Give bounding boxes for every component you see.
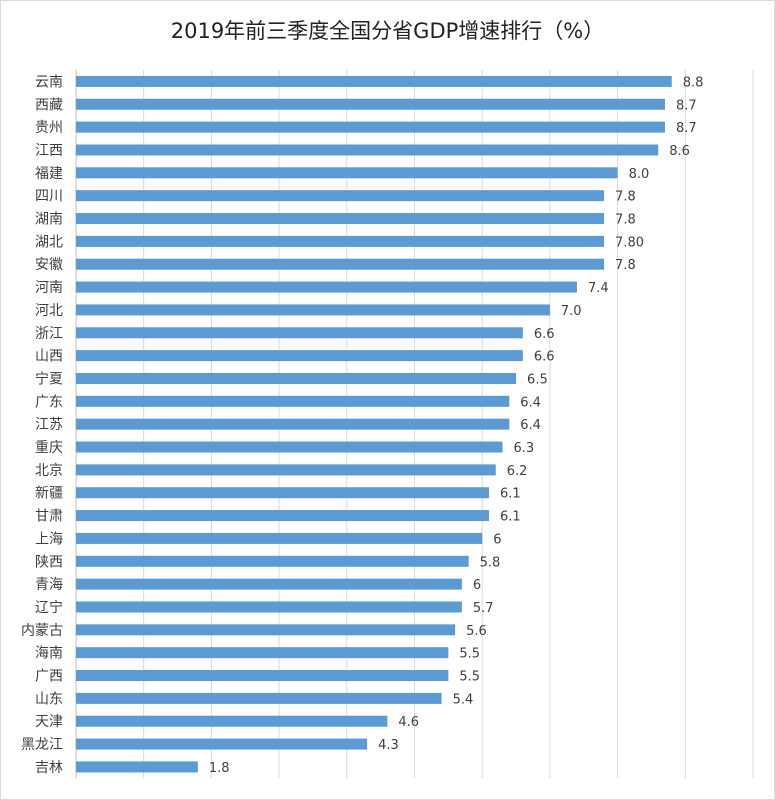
category-label: 新疆	[35, 486, 63, 502]
data-label: 6.6	[534, 350, 555, 365]
bar	[76, 144, 659, 156]
bar	[76, 555, 469, 567]
category-label: 山东	[35, 691, 63, 707]
data-label: 5.5	[459, 647, 480, 662]
data-label: 6.5	[527, 372, 548, 387]
bar	[76, 327, 523, 339]
bar	[76, 738, 368, 750]
bar	[76, 487, 489, 499]
category-label: 西藏	[35, 97, 63, 113]
bar	[76, 670, 449, 682]
bar	[76, 304, 550, 316]
category-label: 海南	[35, 646, 63, 662]
data-label: 6	[493, 532, 501, 547]
bar	[76, 624, 456, 636]
data-label: 5.6	[466, 624, 487, 639]
data-label: 8.7	[676, 98, 697, 113]
data-label: 7.8	[615, 213, 636, 228]
bar	[76, 258, 605, 270]
category-label: 青海	[35, 577, 63, 593]
data-label: 6.6	[534, 327, 555, 342]
bar	[76, 715, 388, 727]
data-label: 7.8	[615, 190, 636, 205]
bar	[76, 532, 483, 544]
data-label: 7.0	[561, 304, 582, 319]
data-label: 6	[473, 578, 481, 593]
bar	[76, 75, 672, 87]
category-label: 云南	[35, 74, 63, 90]
data-label: 8.7	[676, 121, 697, 136]
bar	[76, 692, 442, 704]
category-label: 浙江	[35, 326, 63, 342]
bar	[76, 761, 198, 773]
bar	[76, 121, 665, 133]
category-label: 内蒙古	[21, 623, 63, 639]
category-label: 河南	[35, 280, 63, 296]
data-label: 6.4	[520, 395, 541, 410]
bar	[76, 167, 618, 179]
bar	[76, 98, 665, 110]
bar	[76, 372, 517, 384]
category-label: 黑龙江	[21, 737, 63, 753]
category-label: 上海	[35, 531, 63, 547]
bars: 云南 8.8 西藏 8.7 贵州 8.7 江西 8.6 福建 8.0 四川 7.8 湖南 7.8 湖北 7.8…	[21, 74, 704, 776]
data-label: 6.2	[507, 464, 528, 479]
category-label: 贵州	[35, 120, 63, 136]
bar	[76, 281, 577, 293]
data-label: 7.4	[588, 281, 609, 296]
category-label: 北京	[35, 463, 63, 479]
bar	[76, 235, 605, 247]
data-label: 4.6	[398, 715, 419, 730]
data-label: 7.8	[615, 258, 636, 273]
data-label: 8.8	[683, 75, 704, 90]
data-label: 5.4	[453, 692, 474, 707]
category-label: 广西	[35, 669, 63, 685]
data-label: 5.8	[480, 555, 501, 570]
category-label: 湖北	[35, 234, 63, 250]
bar	[76, 441, 503, 453]
bar	[76, 578, 462, 590]
data-label: 7.80	[615, 235, 644, 250]
bar	[76, 601, 462, 613]
category-label: 江苏	[35, 417, 63, 433]
data-label: 5.5	[459, 670, 480, 685]
category-label: 重庆	[35, 440, 63, 456]
category-label: 四川	[35, 189, 63, 205]
bar	[76, 190, 605, 202]
category-label: 广东	[35, 394, 63, 410]
category-label: 福建	[35, 166, 63, 182]
bar	[76, 464, 496, 476]
category-label: 陕西	[35, 554, 63, 570]
category-label: 甘肃	[35, 509, 63, 525]
bar	[76, 350, 523, 362]
bar	[76, 213, 605, 225]
category-label: 吉林	[35, 760, 63, 776]
data-label: 6.1	[500, 510, 521, 525]
data-label: 8.6	[669, 144, 690, 159]
category-label: 河北	[35, 303, 63, 319]
bar	[76, 510, 489, 522]
chart-title: 2019年前三季度全国分省GDP增速排行（%）	[170, 19, 605, 43]
bar	[76, 418, 510, 430]
data-label: 6.1	[500, 487, 521, 502]
data-label: 1.8	[209, 761, 230, 776]
data-label: 8.0	[629, 167, 650, 182]
category-label: 江西	[35, 143, 63, 159]
category-label: 湖南	[35, 212, 63, 228]
category-label: 辽宁	[35, 599, 63, 616]
bar	[76, 395, 510, 407]
data-label: 4.3	[378, 738, 399, 753]
category-label: 安徽	[35, 257, 63, 273]
data-label: 5.7	[473, 601, 494, 616]
bar	[76, 647, 449, 659]
data-label: 6.3	[514, 441, 535, 456]
category-label: 天津	[35, 714, 63, 730]
category-label: 宁夏	[35, 370, 63, 387]
data-label: 6.4	[520, 418, 541, 433]
category-label: 山西	[35, 349, 63, 365]
